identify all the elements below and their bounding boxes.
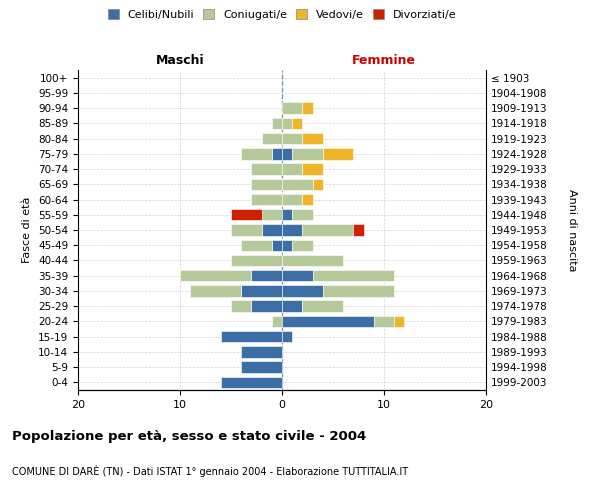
Bar (353, 224, 364, 235)
Bar (282, 316, 374, 327)
Bar (262, 133, 282, 144)
Bar (323, 285, 394, 296)
Bar (251, 164, 282, 175)
Text: COMUNE DI DARÈ (TN) - Dati ISTAT 1° gennaio 2004 - Elaborazione TUTTITALIA.IT: COMUNE DI DARÈ (TN) - Dati ISTAT 1° genn… (12, 465, 408, 477)
Text: Femmine: Femmine (352, 54, 416, 67)
Bar (231, 224, 262, 235)
Bar (241, 240, 272, 251)
Bar (262, 209, 282, 220)
Bar (251, 270, 282, 281)
Bar (241, 346, 282, 358)
Bar (282, 209, 292, 220)
Bar (282, 270, 313, 281)
Bar (262, 224, 282, 235)
Bar (190, 285, 241, 296)
Bar (241, 285, 282, 296)
Bar (313, 270, 394, 281)
Bar (282, 178, 313, 190)
Bar (221, 376, 282, 388)
Bar (292, 240, 313, 251)
Bar (282, 164, 302, 175)
Bar (251, 194, 282, 205)
Bar (323, 148, 353, 160)
Bar (231, 209, 262, 220)
Bar (374, 316, 394, 327)
Bar (241, 362, 282, 373)
Bar (272, 118, 282, 129)
Bar (282, 148, 292, 160)
Bar (221, 331, 282, 342)
Bar (302, 194, 313, 205)
Bar (231, 300, 251, 312)
Bar (282, 240, 292, 251)
Bar (394, 316, 404, 327)
Bar (251, 178, 282, 190)
Y-axis label: Fasce di età: Fasce di età (22, 197, 32, 263)
Bar (180, 270, 251, 281)
Bar (302, 164, 323, 175)
Bar (272, 240, 282, 251)
Bar (282, 331, 292, 342)
Text: Popolazione per età, sesso e stato civile - 2004: Popolazione per età, sesso e stato civil… (12, 430, 366, 443)
Bar (282, 255, 343, 266)
Bar (231, 255, 282, 266)
Bar (272, 148, 282, 160)
Bar (292, 209, 313, 220)
Bar (282, 102, 302, 114)
Bar (272, 316, 282, 327)
Bar (302, 224, 353, 235)
Bar (282, 118, 292, 129)
Bar (282, 194, 302, 205)
Bar (292, 148, 323, 160)
Bar (251, 300, 282, 312)
Bar (282, 285, 323, 296)
Bar (313, 178, 323, 190)
Bar (302, 102, 313, 114)
Bar (282, 224, 302, 235)
Y-axis label: Anni di nascita: Anni di nascita (567, 188, 577, 271)
Legend: Celibi/Nubili, Coniugati/e, Vedovi/e, Divorziati/e: Celibi/Nubili, Coniugati/e, Vedovi/e, Di… (104, 6, 460, 23)
Bar (302, 133, 323, 144)
Text: Maschi: Maschi (155, 54, 205, 67)
Bar (302, 300, 343, 312)
Bar (292, 118, 302, 129)
Bar (282, 133, 302, 144)
Bar (241, 148, 272, 160)
Bar (282, 300, 302, 312)
